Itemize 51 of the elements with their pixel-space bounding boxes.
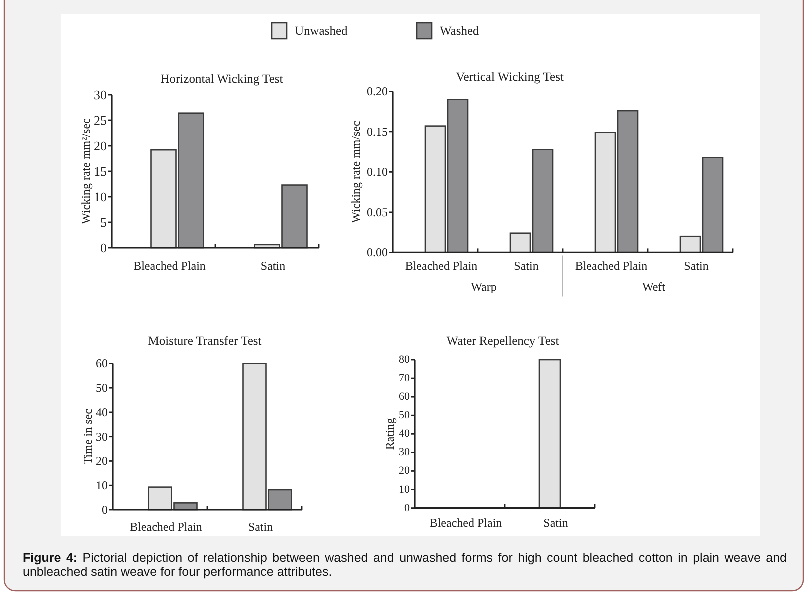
y-axis-title: Wicking rate mm²/sec bbox=[79, 118, 93, 224]
y-tick-label: 40 bbox=[399, 428, 410, 440]
y-axis-title: Time in sec bbox=[81, 409, 95, 465]
y-tick-label: 50 bbox=[399, 410, 410, 422]
y-tick-label: 20 bbox=[96, 454, 108, 468]
x-tick-label: Satin bbox=[514, 259, 539, 273]
y-tick-label: 10 bbox=[94, 190, 107, 204]
chart-title: Water Repellency Test bbox=[446, 334, 560, 348]
y-tick-label: 15 bbox=[94, 164, 107, 179]
y-tick-label: 60 bbox=[399, 391, 410, 404]
legend-label: Unwashed bbox=[295, 24, 349, 38]
y-tick-label: 0 bbox=[102, 503, 108, 517]
y-tick-label: 10 bbox=[96, 478, 108, 493]
y-tick-label: 30 bbox=[96, 430, 108, 444]
text: Warp bbox=[471, 280, 497, 294]
y-tick-label: 70 bbox=[399, 372, 410, 385]
y-tick-label: 0.20 bbox=[367, 84, 388, 99]
x-tick-label: Bleached Plain bbox=[405, 259, 478, 273]
x-tick-label: Bleached Plain bbox=[575, 259, 648, 273]
chart-title: Vertical Wicking Test bbox=[456, 70, 564, 84]
y-tick-label: 60 bbox=[96, 356, 108, 371]
x-tick-label: Satin bbox=[248, 520, 274, 534]
y-axis-title: Wicking rate mm/sec bbox=[349, 121, 363, 224]
y-tick-label: 50 bbox=[96, 381, 108, 396]
y-tick-label: 0 bbox=[100, 240, 107, 256]
y-tick-label: 20 bbox=[399, 465, 410, 478]
x-tick-label: Bleached Plain bbox=[130, 520, 202, 534]
text: Weft bbox=[642, 280, 666, 294]
y-tick-label: 5 bbox=[100, 215, 107, 230]
y-tick-label: 20 bbox=[94, 138, 107, 154]
x-tick-label: Satin bbox=[544, 516, 568, 530]
y-tick-label: 30 bbox=[399, 446, 410, 459]
y-tick-label: 25 bbox=[94, 113, 107, 128]
y-tick-label: 0.00 bbox=[367, 246, 388, 260]
x-tick-label: Satin bbox=[684, 259, 709, 273]
y-tick-label: 0 bbox=[404, 502, 410, 514]
y-tick-label: 0.05 bbox=[367, 205, 388, 220]
x-tick-label: Bleached Plain bbox=[430, 516, 502, 530]
y-tick-label: 40 bbox=[96, 405, 108, 420]
x-tick-label: Satin bbox=[260, 259, 286, 273]
x-tick-label: Bleached Plain bbox=[134, 259, 206, 273]
legend-label: Washed bbox=[440, 24, 480, 38]
y-tick-label: 80 bbox=[399, 354, 410, 366]
y-tick-label: 0.15 bbox=[367, 124, 388, 139]
y-tick-label: 10 bbox=[399, 484, 410, 496]
y-tick-label: 30 bbox=[94, 88, 107, 102]
y-tick-label: 0.10 bbox=[367, 165, 388, 180]
caption: Figure 4: Pictorial depiction of relationship between washed and unwashed forms for high count bleached cotton in plain weave and unbleached satin weave for four performance attributes. bbox=[23, 551, 787, 579]
chart-title: Horizontal Wicking Test bbox=[160, 72, 284, 86]
chart-title: Moisture Transfer Test bbox=[148, 334, 262, 348]
y-axis-title: Rating bbox=[383, 418, 397, 450]
